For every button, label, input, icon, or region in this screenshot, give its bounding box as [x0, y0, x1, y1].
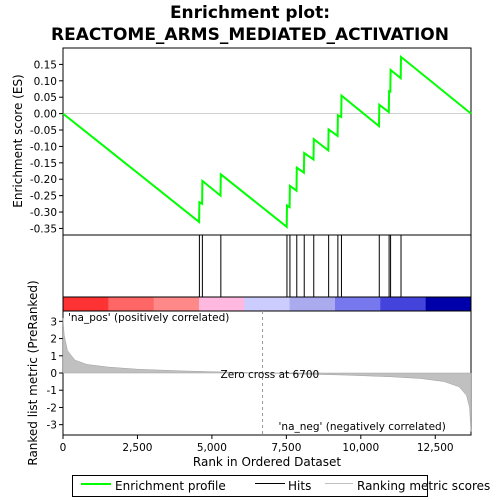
heat-bar-segment [154, 297, 200, 311]
legend-hits-label: Hits [288, 479, 311, 493]
heat-bar-segment [63, 297, 109, 311]
legend: Enrichment profile Hits Ranking metric s… [72, 475, 428, 497]
metric-tick-label: -1 [47, 385, 57, 397]
heat-bar-segment [290, 297, 336, 311]
x-tick-label: 0 [60, 442, 67, 454]
legend-es-swatch [81, 483, 111, 485]
heat-bar-segment [108, 297, 154, 311]
es-panel-frame [63, 48, 471, 235]
metric-tick-label: -3 [47, 420, 57, 432]
pos-annotation: 'na_pos' (positively correlated) [68, 312, 229, 324]
heat-bar-segment [335, 297, 381, 311]
legend-hits-swatch [255, 483, 285, 484]
chart-subtitle: REACTOME_ARMS_MEDIATED_ACTIVATION [51, 25, 449, 45]
neg-annotation: 'na_neg' (negatively correlated) [279, 421, 446, 433]
x-tick-label: 7,500 [271, 442, 301, 454]
es-tick-label: -0.05 [30, 125, 57, 137]
chart-title: Enrichment plot: [170, 3, 330, 23]
es-tick-label: 0.00 [34, 109, 57, 121]
es-tick-label: -0.15 [30, 158, 57, 170]
heat-bar-segment [426, 297, 472, 311]
metric-tick-label: 1 [50, 351, 57, 363]
metric-tick-label: 0 [50, 368, 57, 380]
hits-panel-frame [63, 235, 471, 297]
es-tick-label: -0.20 [30, 174, 57, 186]
metric-tick-label: 3 [50, 316, 57, 328]
heat-bar [63, 297, 472, 311]
metric-y-axis: 3 2 1 0 -1 -2 -3 [47, 316, 63, 431]
es-tick-label: 0.05 [34, 92, 57, 104]
legend-es-label: Enrichment profile [115, 479, 226, 493]
x-tick-label: 5,000 [197, 442, 227, 454]
es-tick-label: -0.35 [30, 223, 57, 235]
enrichment-profile-line [63, 57, 471, 227]
zero-cross-annotation: Zero cross at 6700 [221, 369, 320, 381]
es-tick-label: 0.10 [34, 76, 57, 88]
x-axis-label: Rank in Ordered Dataset [193, 455, 341, 469]
legend-metric-label: Ranking metric scores [357, 479, 490, 493]
es-y-axis-label: Enrichment score (ES) [11, 74, 25, 207]
es-tick-label: -0.30 [30, 207, 57, 219]
es-tick-label: 0.15 [34, 59, 57, 71]
heat-bar-segment [199, 297, 245, 311]
metric-y-axis-label: Ranked list metric (PreRanked) [26, 280, 40, 465]
es-tick-label: -0.10 [30, 141, 57, 153]
heat-bar-segment [380, 297, 426, 311]
metric-tick-label: -2 [47, 402, 57, 414]
heat-bar-segment [244, 297, 290, 311]
x-tick-label: 2,500 [122, 442, 152, 454]
x-tick-label: 10,000 [342, 442, 379, 454]
x-axis: 0 2,500 5,000 7,500 10,000 12,500 [60, 435, 454, 454]
metric-tick-label: 2 [50, 334, 57, 346]
es-tick-label: -0.25 [30, 191, 57, 203]
es-y-axis: 0.15 0.10 0.05 0.00 -0.05 -0.10 -0.15 -0.20 -0.2… [30, 59, 63, 235]
legend-metric-swatch [325, 483, 353, 484]
x-tick-label: 12,500 [417, 442, 454, 454]
